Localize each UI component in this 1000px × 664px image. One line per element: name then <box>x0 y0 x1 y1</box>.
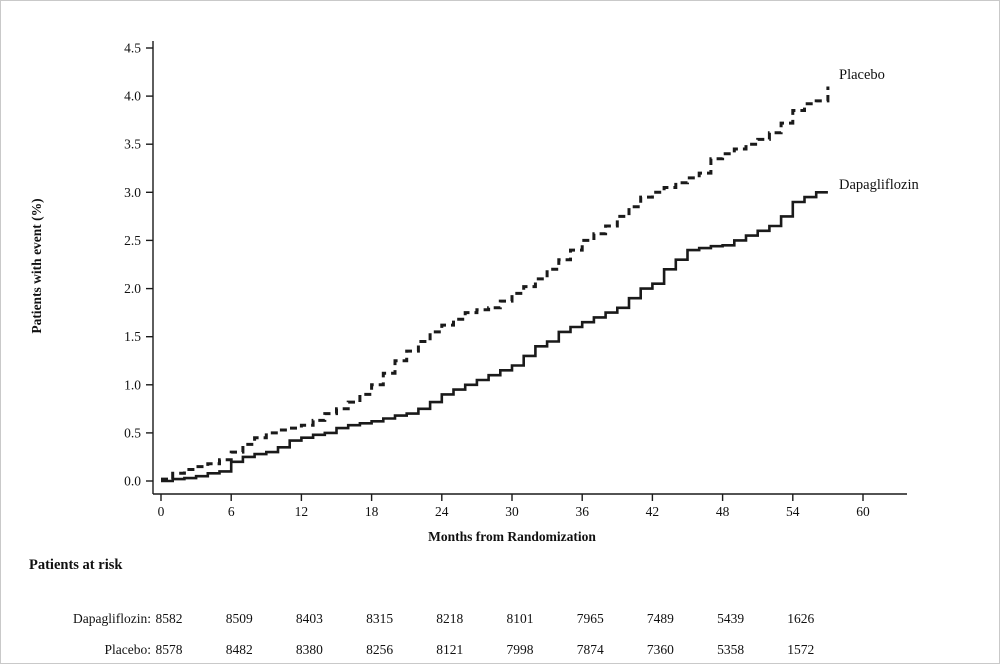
risk-row-label: Dapagliflozin: <box>73 611 151 626</box>
x-tick-label: 54 <box>786 504 800 519</box>
risk-count: 8509 <box>225 611 253 626</box>
patients-at-risk-heading: Patients at risk <box>29 557 123 573</box>
risk-count: 8121 <box>436 642 464 657</box>
y-tick-label: 0.0 <box>124 474 141 489</box>
x-tick-label: 6 <box>228 504 235 519</box>
y-tick-label: 2.5 <box>124 233 141 248</box>
risk-count: 8101 <box>506 611 534 626</box>
x-tick-label: 24 <box>435 504 449 519</box>
x-tick-label: 48 <box>716 504 730 519</box>
curve-label-dapagliflozin: Dapagliflozin <box>839 177 919 193</box>
risk-count: 1572 <box>787 642 815 657</box>
risk-row-label: Placebo: <box>104 642 152 657</box>
risk-count: 8256 <box>366 642 394 657</box>
curve-label-placebo: Placebo <box>839 67 885 83</box>
risk-count: 7998 <box>506 642 534 657</box>
y-tick-label: 1.0 <box>124 377 141 392</box>
risk-count: 8380 <box>295 642 323 657</box>
y-tick-label: 1.5 <box>124 329 141 344</box>
x-tick-label: 42 <box>646 504 660 519</box>
risk-row-placebo: Placebo: 8578 8482 8380 8256 8121 7998 7874 7360… <box>1 642 999 662</box>
y-tick-label: 3.5 <box>124 137 141 152</box>
risk-count: 8315 <box>366 611 394 626</box>
risk-count: 8403 <box>295 611 323 626</box>
risk-count: 5358 <box>717 642 745 657</box>
x-tick-label: 30 <box>505 504 519 519</box>
risk-count: 7360 <box>646 642 674 657</box>
x-axis-label: Months from Randomization <box>428 529 596 544</box>
y-tick-label: 2.0 <box>124 281 141 296</box>
x-tick-label: 12 <box>295 504 309 519</box>
risk-count: 7874 <box>576 642 604 657</box>
risk-count: 8482 <box>225 642 253 657</box>
risk-count: 8578 <box>155 642 183 657</box>
y-tick-label: 4.0 <box>124 89 141 104</box>
x-tick-label: 60 <box>856 504 870 519</box>
curve-dapagliflozin <box>161 191 828 483</box>
risk-count: 8218 <box>436 611 464 626</box>
risk-count: 1626 <box>787 611 815 626</box>
risk-count: 5439 <box>717 611 745 626</box>
y-tick-label: 4.5 <box>124 41 141 56</box>
x-tick-label: 0 <box>158 504 165 519</box>
y-tick-label: 0.5 <box>124 425 141 440</box>
y-axis-label: Patients with event (%) <box>29 198 44 334</box>
risk-row-dapagliflozin: Dapagliflozin: 8582 8509 8403 8315 8218 8101 79… <box>1 611 999 631</box>
y-tick-label: 3.0 <box>124 185 141 200</box>
curve-placebo <box>161 86 830 481</box>
risk-count: 8582 <box>155 611 183 626</box>
x-tick-label: 18 <box>365 504 379 519</box>
x-tick-label: 36 <box>575 504 589 519</box>
risk-count: 7965 <box>576 611 604 626</box>
risk-count: 7489 <box>646 611 674 626</box>
